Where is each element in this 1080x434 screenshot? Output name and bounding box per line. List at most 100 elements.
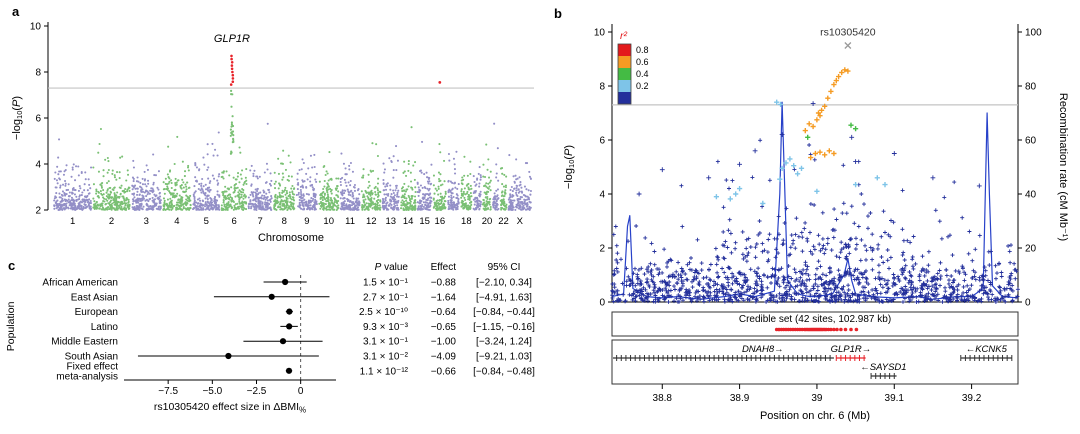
forest-plot: P value Effect 95% CI African American 1.5 ×… [5, 262, 535, 415]
svg-text:−log10(P): −log10(P) [11, 96, 24, 140]
svg-text:Latino: Latino [91, 322, 119, 333]
svg-text:South Asian: South Asian [65, 352, 118, 363]
svg-text:[−0.84, −0.48]: [−0.84, −0.48] [473, 366, 535, 377]
svg-text:9.3 × 10⁻³: 9.3 × 10⁻³ [363, 322, 409, 333]
r2-legend-title: r² [620, 30, 627, 42]
svg-text:2: 2 [109, 216, 114, 227]
svg-text:100: 100 [1025, 28, 1042, 39]
svg-text:−log10(P): −log10(P) [563, 145, 576, 189]
lead-snp-marker [844, 42, 852, 49]
svg-text:Recombination rate (cM Mb⁻¹): Recombination rate (cM Mb⁻¹) [1057, 93, 1069, 241]
recombination-rate-line [611, 101, 1019, 300]
svg-text:16: 16 [435, 216, 446, 227]
svg-text:6: 6 [599, 136, 605, 147]
svg-text:meta-analysis: meta-analysis [56, 371, 118, 382]
svg-text:−1.00: −1.00 [431, 337, 457, 348]
svg-text:2: 2 [35, 206, 41, 217]
svg-text:8: 8 [599, 82, 605, 93]
svg-text:European: European [75, 307, 118, 318]
svg-text:X: X [517, 216, 524, 227]
svg-text:20: 20 [482, 216, 493, 227]
svg-text:4: 4 [174, 216, 179, 227]
panel-a-label: a [12, 4, 20, 19]
svg-text:39: 39 [811, 393, 823, 404]
svg-text:3.1 × 10⁻²: 3.1 × 10⁻² [363, 352, 409, 363]
svg-text:Effect: Effect [431, 262, 457, 273]
svg-text:80: 80 [1025, 82, 1037, 93]
svg-text:Position on chr. 6 (Mb): Position on chr. 6 (Mb) [760, 410, 870, 422]
svg-text:8: 8 [282, 216, 287, 227]
svg-text:1: 1 [70, 216, 75, 227]
svg-text:Chromosome: Chromosome [258, 232, 324, 244]
panel-b-label: b [554, 6, 562, 21]
svg-text:[−4.91, 1.63]: [−4.91, 1.63] [476, 292, 532, 303]
svg-text:0: 0 [298, 386, 304, 397]
svg-text:10: 10 [594, 28, 606, 39]
effect-point [286, 308, 293, 315]
snp-points-navy [610, 101, 1020, 304]
svg-text:−0.88: −0.88 [431, 278, 457, 289]
svg-text:95% CI: 95% CI [488, 262, 521, 273]
svg-text:22: 22 [498, 216, 509, 227]
svg-text:1.1 × 10⁻¹²: 1.1 × 10⁻¹² [360, 366, 409, 377]
svg-text:4: 4 [35, 160, 41, 171]
panel-b-locuszoom: 0 2 4 6 8 10 0 20 40 60 80 100 −log10(P) Recombinatio… [548, 2, 1078, 432]
panel-c-forest: P value Effect 95% CI African American 1.5 ×… [4, 256, 548, 432]
snp-points_green [805, 122, 859, 140]
svg-text:60: 60 [1025, 136, 1037, 147]
svg-text:15: 15 [419, 216, 430, 227]
effect-point [268, 293, 275, 300]
effect-point [286, 323, 293, 330]
svg-text:[−9.21, 1.03]: [−9.21, 1.03] [476, 352, 532, 363]
svg-text:38.9: 38.9 [730, 393, 750, 404]
svg-text:Fixed effect: Fixed effect [66, 361, 118, 372]
effect-point [279, 338, 287, 345]
svg-text:0.4: 0.4 [636, 69, 649, 79]
svg-text:3.1 × 10⁻¹: 3.1 × 10⁻¹ [363, 337, 409, 348]
svg-text:−4.09: −4.09 [431, 352, 457, 363]
svg-text:4: 4 [599, 190, 605, 201]
effect-point [282, 278, 289, 286]
svg-text:2.7 × 10⁻¹: 2.7 × 10⁻¹ [363, 292, 409, 303]
svg-text:0: 0 [599, 298, 605, 309]
svg-text:18: 18 [461, 216, 472, 227]
r2-colorbar [617, 43, 632, 105]
svg-text:[−3.24, 1.24]: [−3.24, 1.24] [476, 337, 532, 348]
svg-text:11: 11 [345, 216, 355, 227]
svg-text:6: 6 [35, 114, 41, 125]
gene-track-box [611, 339, 1019, 385]
manhattan-points [53, 54, 532, 212]
effect-point [225, 352, 232, 360]
svg-text:14: 14 [403, 216, 414, 227]
svg-text:10: 10 [323, 216, 334, 227]
svg-text:2: 2 [599, 244, 605, 255]
svg-text:−0.64: −0.64 [431, 307, 457, 318]
svg-text:−1.64: −1.64 [431, 292, 457, 303]
panel-a-manhattan: 2 4 6 8 10 −log10(P) GLP1R 1 2 3 4 5 6 7 8 9 10 11 12 13 14 1… [6, 4, 540, 254]
gene-label-saysd1: ←SAYSD1 [860, 362, 906, 373]
forest-x-label: rs10305420 effect size in ΔBMI% [154, 401, 306, 415]
credible-set-sites [774, 327, 859, 332]
effect-point [285, 367, 293, 374]
svg-text:0.8: 0.8 [636, 45, 649, 55]
svg-text:39.2: 39.2 [962, 393, 982, 404]
panel-c-label: c [8, 258, 16, 273]
svg-text:−0.66: −0.66 [431, 366, 457, 377]
glp1r-gene-label: GLP1R [214, 33, 250, 45]
credible-set-box [611, 311, 1019, 337]
svg-text:8: 8 [35, 68, 41, 79]
forest-y-label: Population [5, 301, 17, 351]
gene-label-dnah8: DNAH8→ [742, 344, 784, 355]
gene-label-glp1r: GLP1R→ [831, 344, 872, 355]
svg-text:39.1: 39.1 [885, 393, 905, 404]
lead-snp-label: rs10305420 [820, 27, 876, 39]
svg-text:7: 7 [257, 216, 262, 227]
svg-text:0.6: 0.6 [636, 57, 649, 67]
snp-points_orange [802, 67, 851, 161]
credible-set-title: Credible set (42 sites, 102.987 kb) [739, 314, 891, 325]
svg-text:−7.5: −7.5 [158, 386, 178, 397]
svg-text:0: 0 [1025, 298, 1031, 309]
